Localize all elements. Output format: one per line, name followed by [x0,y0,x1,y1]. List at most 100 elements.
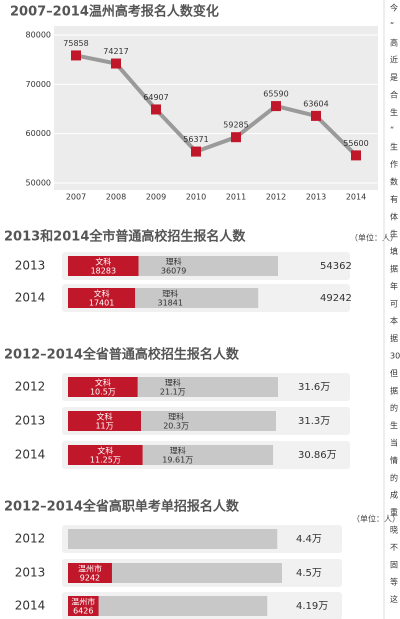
total-label: 30.86万 [298,450,337,461]
segment-value: 6426 [73,607,93,616]
total-label: 4.5万 [296,568,322,579]
segment-name: 温州市 [78,564,102,574]
side-text: 成 [390,490,398,500]
side-text: “ [390,21,394,30]
chart-title: 2013和2014全市普通高校招生报名人数 [4,229,246,245]
marker [311,110,321,121]
x-tick-label: 2008 [106,193,126,202]
side-text: 生 [390,107,398,117]
segment-value: 19.61万 [162,456,193,465]
bar [68,563,282,583]
segment-name: 理科 [170,446,186,456]
segment-value: 21.1万 [160,388,186,397]
value-label: 56371 [183,135,208,144]
unit-label: （单位：人） [352,514,400,524]
marker [231,132,241,143]
marker [111,58,121,69]
segment-value: 31841 [157,299,182,308]
x-tick-label: 2012 [266,193,286,202]
segment-value: 36079 [161,267,186,276]
total-label: 4.19万 [296,601,328,612]
total-label: 49242 [320,293,352,304]
segment-name: 理科 [165,378,181,388]
bar-segment [138,256,278,276]
side-text: 填 [390,246,398,256]
category-label: 2014 [15,448,46,462]
marker [271,101,281,112]
bar-segment [135,288,259,308]
side-text: 据 [390,264,398,274]
segment-value: 11.25万 [90,456,121,465]
bar-segment [68,596,99,616]
unit-label: （单位：人） [350,233,398,243]
chart-title: 2007–2014温州高考报名人数变化 [10,4,219,20]
x-tick-label: 2009 [146,193,166,202]
segment-value: 9242 [80,574,100,583]
segment-name: 文科 [95,257,111,267]
side-text: 有 [390,194,398,204]
side-text: 合 [390,90,398,100]
marker [351,150,361,161]
y-tick-label: 80000 [26,31,51,40]
segment-value: 10.5万 [90,388,116,397]
bar-segment [68,256,139,276]
segment-value: 20.3万 [163,422,189,431]
value-label: 64907 [143,93,168,102]
side-text: 生 [390,142,398,152]
segment-name: 文科 [97,446,113,456]
side-text: 的 [390,472,398,482]
segment-name: 文科 [97,412,113,422]
bar-segment [68,411,142,431]
side-text: 近 [390,55,398,65]
x-tick-label: 2007 [66,193,86,202]
side-text: 当 [390,438,398,448]
category-label: 2013 [15,566,46,580]
total-label: 54362 [320,261,352,272]
segment-name: 理科 [168,412,184,422]
category-label: 2014 [15,291,46,305]
bar-segment [68,563,112,583]
y-tick-label: 70000 [26,80,51,89]
value-label: 63604 [303,99,328,108]
category-label: 2012 [15,380,46,394]
value-label: 65590 [263,90,288,99]
y-tick-label: 50000 [26,179,51,188]
side-text: 年 [390,281,398,291]
value-label: 55600 [343,139,368,148]
side-text: 作 [390,159,398,169]
x-tick-label: 2010 [186,193,206,202]
side-text: 情 [390,455,398,465]
side-text: 据 [390,385,398,395]
segment-value: 11万 [95,422,113,431]
side-text: 固 [390,560,398,569]
marker [151,104,161,115]
segment-value: 18283 [91,267,116,276]
side-text: 30 [390,352,400,361]
segment-name: 文科 [95,378,111,388]
total-label: 31.3万 [298,416,330,427]
chart-title: 2012–2014全省高职单考单招报名人数 [4,499,240,515]
segment-name: 理科 [166,257,182,267]
side-text: 但 [390,368,398,378]
bar-segment [142,445,274,465]
side-text: 的 [390,403,398,413]
x-tick-label: 2013 [306,193,326,202]
segment-name: 文科 [94,289,110,299]
side-text: 今 [390,3,398,13]
total-label: 4.4万 [296,534,322,545]
side-text: 是 [390,73,398,82]
marker [71,50,81,61]
value-label: 75858 [63,39,88,48]
y-tick-label: 60000 [26,129,51,138]
side-text: 据 [390,333,398,343]
side-text: 这 [390,594,398,604]
total-label: 31.6万 [298,382,330,393]
side-text: 晓 [390,525,398,535]
bar-segment [141,411,277,431]
bar-segment [68,377,138,397]
category-label: 2012 [15,532,46,546]
bar-segment [68,445,143,465]
value-label: 74217 [103,47,128,56]
side-text: 数 [390,177,398,187]
side-text: 生 [390,229,398,239]
